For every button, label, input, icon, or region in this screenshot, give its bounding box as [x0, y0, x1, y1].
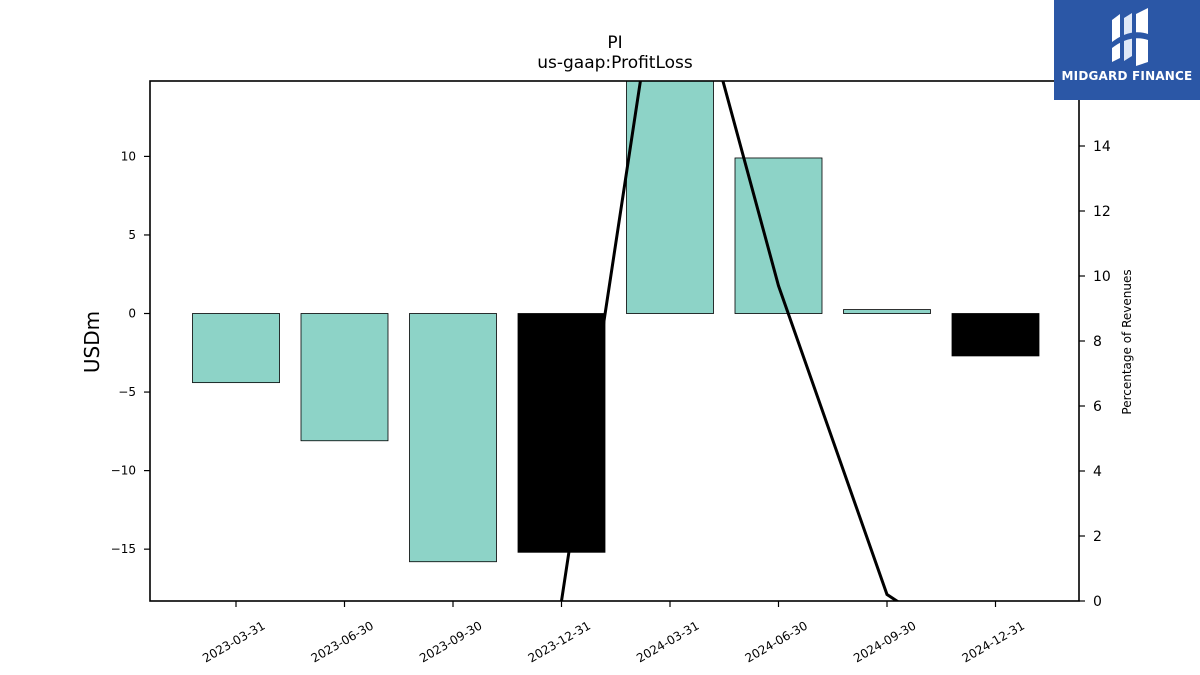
bar-2024-12-31	[951, 313, 1040, 357]
x-tick-label: 2024-12-31	[960, 618, 1027, 665]
chart-title: PI	[607, 33, 622, 53]
bar-2023-03-31	[192, 313, 280, 384]
chart-subtitle: us-gaap:ProfitLoss	[537, 53, 693, 73]
y2-tick-label: 10	[1093, 269, 1111, 285]
y-axis-label: USDm	[80, 311, 104, 373]
y2-tick-label: 14	[1093, 139, 1111, 155]
bar-2024-03-31	[626, 80, 714, 314]
logo-text: MIDGARD FINANCE	[1061, 69, 1193, 83]
x-tick-label: 2023-12-31	[526, 618, 593, 665]
x-tick-label: 2023-06-30	[309, 618, 376, 665]
x-tick-label: 2024-09-30	[851, 618, 918, 665]
x-tick-label: 2023-03-31	[200, 618, 267, 665]
y-tick-label: −10	[111, 464, 136, 478]
y2-tick-label: 2	[1093, 529, 1102, 545]
y2-tick-label: 4	[1093, 464, 1102, 480]
y-tick-label: −5	[118, 385, 136, 399]
bar-2023-06-30	[300, 313, 389, 442]
y-tick-label: 0	[128, 307, 136, 321]
x-tick-label: 2024-03-31	[634, 618, 701, 665]
x-tick-label: 2024-06-30	[743, 618, 810, 665]
bar-2024-09-30	[843, 309, 931, 314]
y2-tick-label: 8	[1093, 334, 1102, 350]
midgard-finance-logo: MIDGARD FINANCE	[1054, 0, 1200, 100]
y2-axis-label: Percentage of Revenues	[1120, 269, 1134, 414]
y2-tick-label: 0	[1093, 594, 1102, 610]
x-tick-label: 2023-09-30	[417, 618, 484, 665]
y-tick-label: 10	[121, 149, 136, 163]
y2-tick-label: 12	[1093, 204, 1111, 220]
logo-mark-icon	[1112, 8, 1148, 66]
y-tick-label: −15	[111, 542, 136, 556]
bar-2023-12-31	[517, 313, 606, 553]
y2-tick-label: 6	[1093, 399, 1102, 415]
y-tick-label: 5	[128, 228, 136, 242]
plot-frame	[149, 80, 1080, 602]
bar-2023-09-30	[409, 313, 497, 563]
